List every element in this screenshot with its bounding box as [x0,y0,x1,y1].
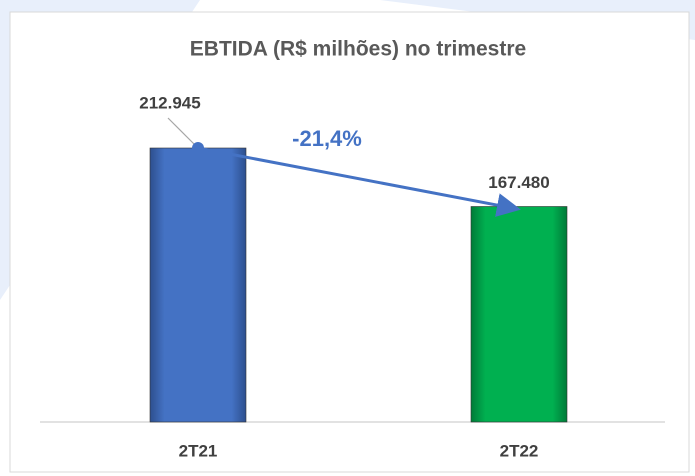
change-arrow [197,146,521,217]
bar [149,147,247,423]
chart-title: EBTIDA (R$ milhões) no trimestre [190,38,526,61]
x-tick-label: 2T22 [500,441,539,460]
x-tick-label: 2T21 [179,441,218,460]
bar [470,206,568,423]
leader-line [167,117,199,149]
change-annotation: -21,4% [292,126,362,151]
chart-panel [9,11,690,473]
value-label: 167.480 [488,173,549,192]
value-label: 212.945 [139,93,200,112]
